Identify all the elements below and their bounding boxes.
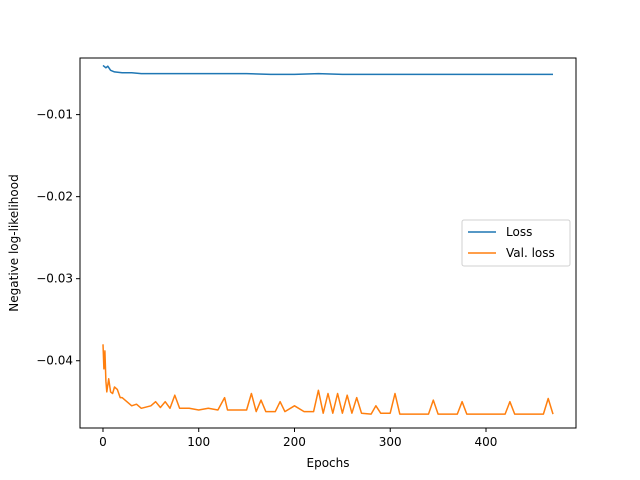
series-layer (102, 64, 554, 415)
x-tick-label: 100 (187, 435, 210, 449)
y-axis: −0.04 −0.03 −0.02 −0.01 (36, 108, 80, 368)
y-tick-label: −0.02 (36, 190, 73, 204)
legend: Loss Val. loss (461, 219, 571, 267)
x-tick-label: 400 (475, 435, 498, 449)
legend-label-1: Val. loss (506, 246, 555, 260)
axes-frame (79, 57, 577, 429)
y-tick-label: −0.04 (36, 354, 73, 368)
x-axis: 0 100 200 300 400 (99, 428, 497, 449)
x-axis-label: Epochs (307, 456, 350, 470)
legend-label-0: Loss (506, 225, 532, 239)
y-tick-label: −0.03 (36, 272, 73, 286)
series-line-1 (102, 344, 554, 415)
x-tick-label: 0 (99, 435, 107, 449)
x-tick-label: 300 (379, 435, 402, 449)
y-axis-label: Negative log-likelihood (7, 174, 21, 311)
y-tick-label: −0.01 (36, 108, 73, 122)
x-tick-label: 200 (283, 435, 306, 449)
series-line-0 (102, 64, 553, 76)
